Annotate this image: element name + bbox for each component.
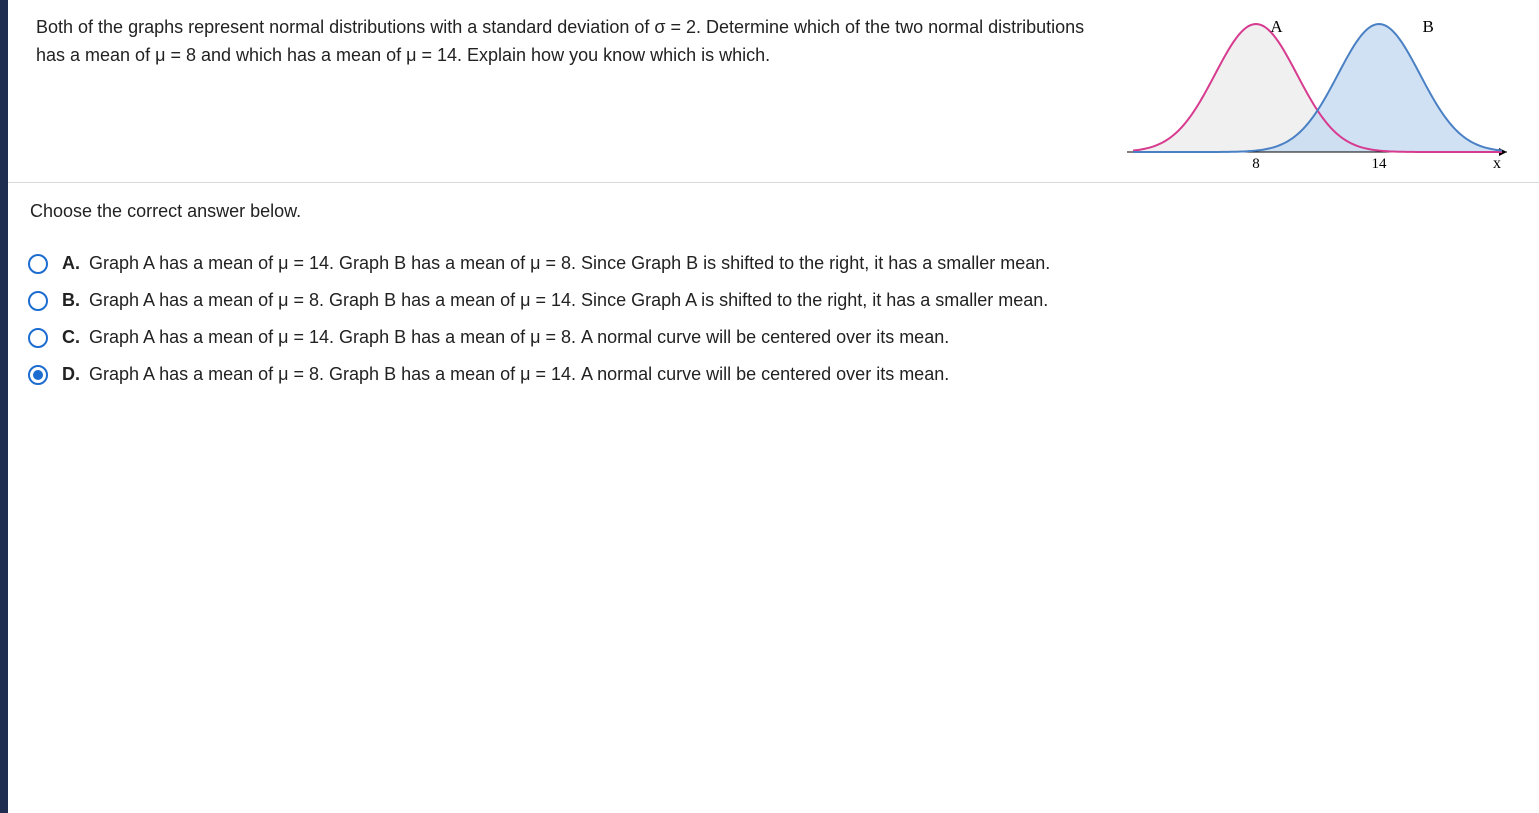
option-c[interactable]: C. Graph A has a mean of μ = 14. Graph B… bbox=[28, 324, 1515, 351]
option-b[interactable]: B. Graph A has a mean of μ = 8. Graph B … bbox=[28, 287, 1515, 314]
option-body: D. Graph A has a mean of μ = 8. Graph B … bbox=[62, 361, 949, 388]
tick-label-14: 14 bbox=[1372, 156, 1388, 172]
option-text: Graph A has a mean of μ = 8. Graph B has… bbox=[89, 364, 949, 384]
option-d[interactable]: D. Graph A has a mean of μ = 8. Graph B … bbox=[28, 361, 1515, 388]
option-text: Graph A has a mean of μ = 14. Graph B ha… bbox=[89, 253, 1050, 273]
option-letter: A. bbox=[62, 250, 84, 277]
normal-curves-svg: 8 14 x A B bbox=[1125, 12, 1511, 172]
question-text: Both of the graphs represent normal dist… bbox=[36, 12, 1105, 172]
top-section: Both of the graphs represent normal dist… bbox=[8, 0, 1539, 183]
radio-c[interactable] bbox=[28, 328, 48, 348]
option-letter: D. bbox=[62, 361, 84, 388]
x-axis-label: x bbox=[1493, 155, 1501, 172]
radio-d[interactable] bbox=[28, 365, 48, 385]
curve-label-a: A bbox=[1270, 17, 1283, 36]
curve-label-b: B bbox=[1423, 17, 1434, 36]
option-letter: C. bbox=[62, 324, 84, 351]
option-body: A. Graph A has a mean of μ = 14. Graph B… bbox=[62, 250, 1050, 277]
option-a[interactable]: A. Graph A has a mean of μ = 14. Graph B… bbox=[28, 250, 1515, 277]
question-page: Both of the graphs represent normal dist… bbox=[0, 0, 1539, 813]
option-body: C. Graph A has a mean of μ = 14. Graph B… bbox=[62, 324, 949, 351]
option-letter: B. bbox=[62, 287, 84, 314]
option-text: Graph A has a mean of μ = 14. Graph B ha… bbox=[89, 327, 949, 347]
tick-label-8: 8 bbox=[1252, 156, 1260, 172]
option-body: B. Graph A has a mean of μ = 8. Graph B … bbox=[62, 287, 1048, 314]
radio-b[interactable] bbox=[28, 291, 48, 311]
answer-section: Choose the correct answer below. A. Grap… bbox=[8, 183, 1539, 388]
options-list: A. Graph A has a mean of μ = 14. Graph B… bbox=[28, 250, 1515, 388]
radio-a[interactable] bbox=[28, 254, 48, 274]
distribution-graph: 8 14 x A B bbox=[1125, 12, 1515, 172]
option-text: Graph A has a mean of μ = 8. Graph B has… bbox=[89, 290, 1048, 310]
instruction-text: Choose the correct answer below. bbox=[30, 201, 1515, 222]
